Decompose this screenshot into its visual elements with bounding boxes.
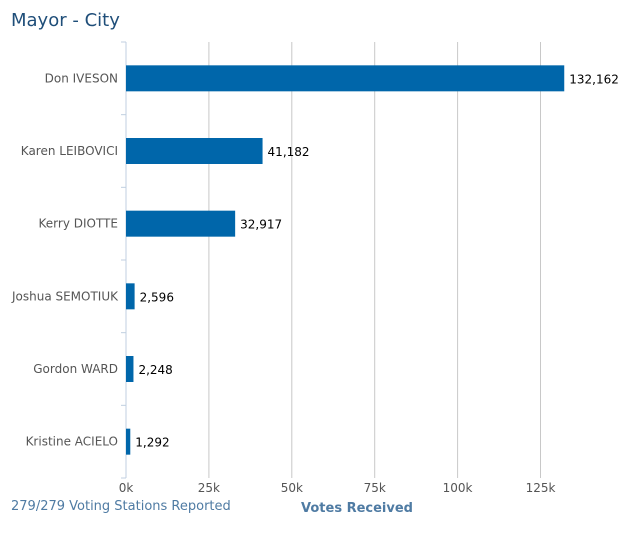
bar <box>126 65 565 92</box>
x-tick-label: 50k <box>281 481 303 495</box>
bar <box>126 138 263 164</box>
bar <box>126 428 131 455</box>
x-tick-label: 75k <box>364 481 386 495</box>
value-label: 1,292 <box>135 436 169 450</box>
x-tick-label: 25k <box>198 481 220 495</box>
x-tick-label: 125k <box>526 481 556 495</box>
category-label: Gordon WARD <box>33 362 118 376</box>
category-label: Joshua SEMOTIUK <box>11 289 119 303</box>
bar <box>126 210 236 237</box>
value-label: 2,596 <box>140 290 174 304</box>
value-label: 132,162 <box>569 72 619 86</box>
bar <box>126 283 135 310</box>
category-label: Kristine ACIELO <box>26 435 118 449</box>
bar <box>126 356 134 382</box>
chart-title: Mayor - City <box>11 10 120 31</box>
category-label: Don IVESON <box>45 71 118 85</box>
category-label: Karen LEIBOVICI <box>21 144 118 158</box>
category-label: Kerry DIOTTE <box>39 217 118 231</box>
value-label: 2,248 <box>138 363 172 377</box>
value-label: 32,917 <box>240 218 282 232</box>
x-tick-label: 0k <box>119 481 134 495</box>
value-label: 41,182 <box>268 145 310 159</box>
stations-reported-status: 279/279 Voting Stations Reported <box>11 499 231 514</box>
x-axis-title: Votes Received <box>301 501 413 516</box>
x-tick-label: 100k <box>443 481 473 495</box>
